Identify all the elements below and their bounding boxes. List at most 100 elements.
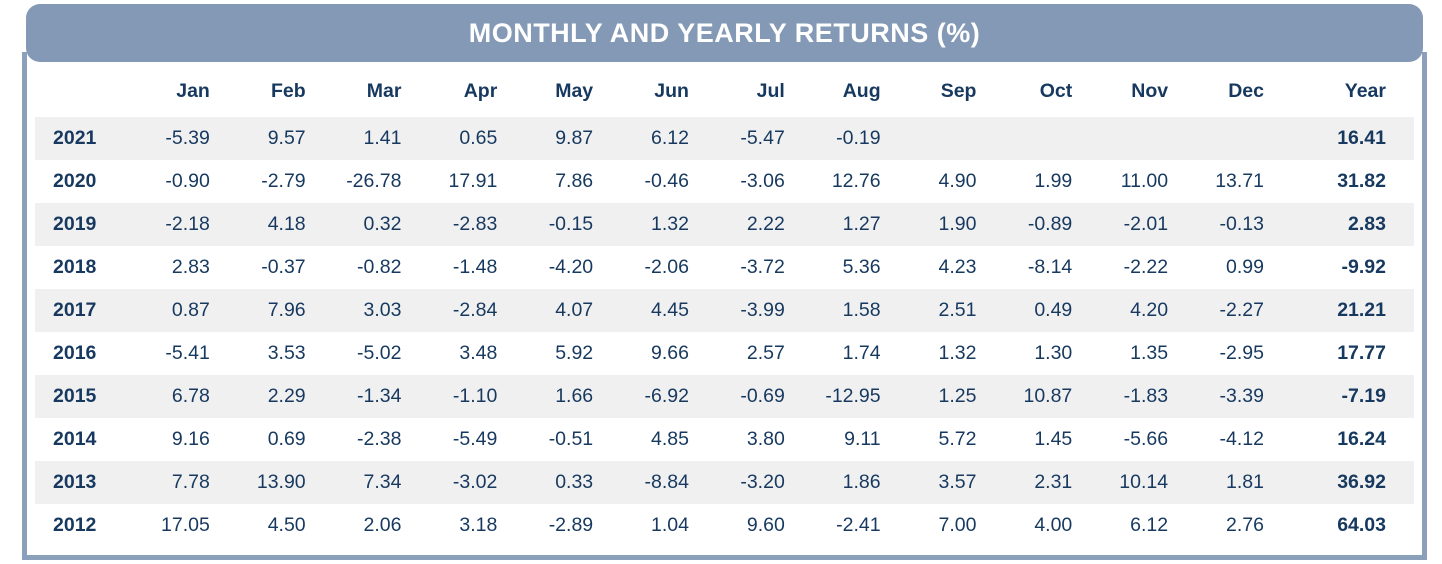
return-cell-2012-may: -2.89: [548, 514, 594, 536]
return-cell-2020-feb: -2.79: [261, 170, 306, 192]
table-row-2018: 2018 2.83 -0.37 -0.82 -1.48 -4.20 -2.06 -3.72 5.…: [35, 246, 1414, 289]
return-cell-2021-apr: 0.65: [459, 127, 498, 149]
row-year-label: 2012: [53, 514, 97, 536]
row-year-label: 2018: [53, 256, 97, 278]
row-year-label: 2014: [53, 428, 97, 450]
return-cell-2020-dec: 13.71: [1215, 170, 1264, 192]
return-cell-2013-jan: 7.78: [171, 471, 210, 493]
return-cell-2019-sep: 1.90: [938, 213, 977, 235]
return-cell-2016-nov: 1.35: [1130, 342, 1169, 364]
monthly-returns-table: Jan Feb Mar Apr May Jun Jul Aug Sep Oct Nov Dec Year…: [35, 66, 1414, 547]
column-header-corner: [35, 66, 114, 117]
return-cell-2021-feb: 9.57: [267, 127, 306, 149]
return-cell-2015-nov: -1.83: [1123, 385, 1169, 407]
return-cell-2017-jun: 4.45: [651, 299, 689, 321]
return-cell-2012-apr: 3.18: [459, 514, 498, 536]
yearly-total-cell-2021: 16.41: [1337, 127, 1386, 149]
return-cell-2015-feb: 2.29: [267, 385, 306, 407]
return-cell-2012-feb: 4.50: [267, 514, 306, 536]
return-cell-2016-apr: 3.48: [459, 342, 498, 364]
row-year-label: 2013: [53, 471, 97, 493]
return-cell-2016-oct: 1.30: [1034, 342, 1073, 364]
table-row-2014: 2014 9.16 0.69 -2.38 -5.49 -0.51 4.85 3.80 9.11 5…: [35, 418, 1414, 461]
column-header-may: May: [555, 80, 594, 102]
return-cell-2016-dec: -2.95: [1219, 342, 1264, 364]
row-year-label: 2015: [53, 385, 97, 407]
return-cell-2014-may: -0.51: [548, 428, 594, 450]
column-header-apr: Apr: [463, 80, 498, 102]
table-header-row: Jan Feb Mar Apr May Jun Jul Aug Sep Oct Nov Dec Year: [35, 66, 1414, 117]
return-cell-2015-oct: 10.87: [1023, 385, 1073, 407]
yearly-total-cell-2016: 17.77: [1337, 342, 1386, 364]
returns-card: MONTHLY AND YEARLY RETURNS (%) Jan Feb Mar…: [22, 4, 1427, 560]
table-row-2019: 2019 -2.18 4.18 0.32 -2.83 -0.15 1.32 2.22 1.27 1…: [35, 203, 1414, 246]
return-cell-2015-jan: 6.78: [171, 385, 210, 407]
row-year-label: 2020: [53, 170, 97, 192]
return-cell-2019-jun: 1.32: [651, 213, 689, 235]
return-cell-2018-dec: 0.99: [1226, 256, 1264, 278]
column-header-year: Year: [1344, 80, 1386, 102]
table-row-2016: 2016 -5.41 3.53 -5.02 3.48 5.92 9.66 2.57 1.74 1.…: [35, 332, 1414, 375]
return-cell-2018-sep: 4.23: [938, 256, 977, 278]
return-cell-2014-jan: 9.16: [171, 428, 210, 450]
return-cell-2020-nov: 11.00: [1120, 170, 1169, 192]
return-cell-2017-jul: -3.99: [740, 299, 785, 321]
return-cell-2015-jul: -0.69: [740, 385, 785, 407]
return-cell-2019-mar: 0.32: [363, 213, 402, 235]
return-cell-2014-sep: 5.72: [938, 428, 977, 450]
return-cell-2015-jun: -6.92: [644, 385, 689, 407]
return-cell-2018-aug: 5.36: [842, 256, 881, 278]
return-cell-2014-oct: 1.45: [1034, 428, 1073, 450]
yearly-total-cell-2012: 64.03: [1337, 514, 1386, 536]
return-cell-2017-may: 4.07: [555, 299, 594, 321]
return-cell-2020-apr: 17.91: [448, 170, 498, 192]
table-row-2013: 2013 7.78 13.90 7.34 -3.02 0.33 -8.84 -3.20 1.86…: [35, 461, 1414, 504]
return-cell-2019-nov: -2.01: [1123, 213, 1169, 235]
return-cell-2016-may: 5.92: [555, 342, 594, 364]
column-header-jan: Jan: [176, 80, 210, 102]
return-cell-2021-sep: [881, 117, 977, 160]
row-year-label: 2021: [53, 127, 97, 149]
return-cell-2012-mar: 2.06: [363, 514, 402, 536]
return-cell-2012-jul: 9.60: [746, 514, 785, 536]
return-cell-2021-may: 9.87: [555, 127, 594, 149]
return-cell-2017-mar: 3.03: [363, 299, 402, 321]
return-cell-2014-jul: 3.80: [746, 428, 785, 450]
return-cell-2012-oct: 4.00: [1034, 514, 1073, 536]
return-cell-2013-mar: 7.34: [363, 471, 402, 493]
return-cell-2019-feb: 4.18: [267, 213, 306, 235]
return-cell-2017-sep: 2.51: [938, 299, 977, 321]
return-cell-2014-mar: -2.38: [357, 428, 402, 450]
return-cell-2016-jul: 2.57: [746, 342, 785, 364]
return-cell-2014-feb: 0.69: [267, 428, 306, 450]
table-body-panel: Jan Feb Mar Apr May Jun Jul Aug Sep Oct Nov Dec Year…: [22, 52, 1427, 560]
column-header-nov: Nov: [1131, 80, 1169, 102]
return-cell-2013-aug: 1.86: [842, 471, 881, 493]
table-row-2017: 2017 0.87 7.96 3.03 -2.84 4.07 4.45 -3.99 1.58 2.…: [35, 289, 1414, 332]
yearly-total-cell-2014: 16.24: [1337, 428, 1386, 450]
return-cell-2012-nov: 6.12: [1130, 514, 1169, 536]
column-header-dec: Dec: [1228, 80, 1264, 102]
yearly-total-cell-2015: -7.19: [1341, 385, 1386, 407]
yearly-total-cell-2018: -9.92: [1341, 256, 1386, 278]
return-cell-2020-jun: -0.46: [644, 170, 689, 192]
column-header-aug: Aug: [842, 80, 881, 102]
table-row-2020: 2020 -0.90 -2.79 -26.78 17.91 7.86 -0.46 -3.06 1…: [35, 160, 1414, 203]
return-cell-2015-may: 1.66: [555, 385, 594, 407]
return-cell-2016-jan: -5.41: [165, 342, 210, 364]
return-cell-2015-apr: -1.10: [452, 385, 498, 407]
return-cell-2012-sep: 7.00: [938, 514, 977, 536]
return-cell-2021-jan: -5.39: [165, 127, 210, 149]
return-cell-2018-apr: -1.48: [452, 256, 498, 278]
return-cell-2013-apr: -3.02: [452, 471, 498, 493]
return-cell-2016-mar: -5.02: [357, 342, 402, 364]
return-cell-2015-mar: -1.34: [357, 385, 402, 407]
return-cell-2018-jul: -3.72: [740, 256, 785, 278]
return-cell-2019-jan: -2.18: [165, 213, 210, 235]
return-cell-2021-nov: [1072, 117, 1168, 160]
return-cell-2017-nov: 4.20: [1130, 299, 1169, 321]
return-cell-2014-dec: -4.12: [1219, 428, 1264, 450]
table-header: Jan Feb Mar Apr May Jun Jul Aug Sep Oct Nov Dec Year: [35, 66, 1414, 117]
return-cell-2019-may: -0.15: [548, 213, 594, 235]
